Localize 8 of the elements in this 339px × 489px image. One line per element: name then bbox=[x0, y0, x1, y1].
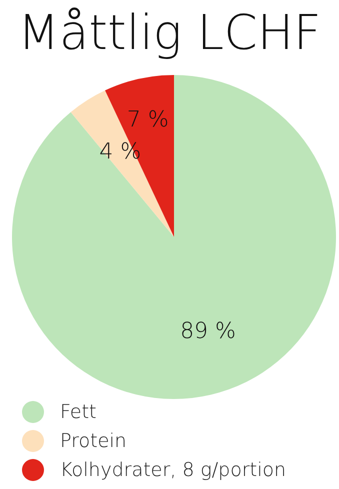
data-label: 7 % bbox=[126, 108, 169, 133]
pie-slice bbox=[70, 90, 174, 237]
data-label: 89 % bbox=[180, 319, 236, 344]
chart-title: Måttlig LCHF bbox=[16, 4, 322, 63]
legend-label: Kolhydrater, 8 g/portion bbox=[60, 458, 286, 480]
legend-label: Protein bbox=[60, 430, 127, 452]
legend-label: Fett bbox=[60, 400, 96, 422]
pie-slice bbox=[12, 75, 336, 399]
